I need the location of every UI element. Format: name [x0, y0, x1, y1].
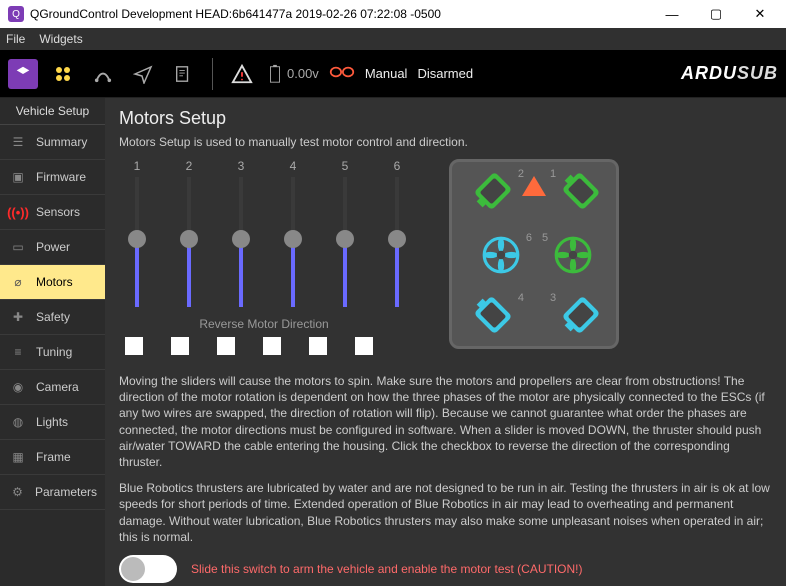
instructions-paragraph-1: Moving the sliders will cause the motors…	[119, 373, 772, 470]
send-icon[interactable]	[128, 59, 158, 89]
sidebar-item-label: Safety	[36, 310, 70, 324]
battery-indicator[interactable]: 0.00v	[267, 64, 319, 84]
thruster-3: 3	[560, 294, 602, 336]
arm-warning-text: Slide this switch to arm the vehicle and…	[191, 562, 583, 576]
toolbar: 0.00v Manual Disarmed ARDUSUB	[0, 50, 786, 98]
medkit-icon: ✚	[8, 309, 28, 325]
sidebar-item-label: Parameters	[35, 485, 97, 499]
notes-icon[interactable]	[168, 59, 198, 89]
close-button[interactable]: ✕	[738, 0, 782, 28]
sidebar-item-summary[interactable]: ☰ Summary	[0, 125, 105, 160]
menu-widgets[interactable]: Widgets	[39, 32, 82, 46]
sidebar-item-power[interactable]: ▭ Power	[0, 230, 105, 265]
thruster-2: 2	[472, 170, 514, 212]
motor-slider-5[interactable]: 5	[333, 159, 357, 307]
sidebar-item-label: Camera	[36, 380, 79, 394]
sidebar-item-label: Motors	[36, 275, 73, 289]
reverse-check-5[interactable]	[309, 337, 327, 355]
sidebar-item-label: Sensors	[36, 205, 80, 219]
sliders-icon: ≡	[8, 344, 28, 360]
minimize-button[interactable]: —	[650, 0, 694, 28]
thruster-1: 1	[560, 170, 602, 212]
sidebar: Vehicle Setup ☰ Summary ▣ Firmware ((•))…	[0, 98, 105, 586]
sidebar-item-firmware[interactable]: ▣ Firmware	[0, 160, 105, 195]
thruster-6: 6	[480, 234, 522, 276]
chip-icon: ▣	[8, 169, 28, 185]
sidebar-item-label: Firmware	[36, 170, 86, 184]
main-content: Motors Setup Motors Setup is used to man…	[105, 98, 786, 586]
app-icon: Q	[8, 6, 24, 22]
sidebar-item-label: Power	[36, 240, 70, 254]
forward-arrow-icon	[522, 176, 546, 196]
menu-file[interactable]: File	[6, 32, 25, 46]
page-subtitle: Motors Setup is used to manually test mo…	[119, 135, 772, 149]
radio-icon: ((•))	[8, 204, 28, 220]
brand-logo: ARDUSUB	[681, 63, 778, 84]
gears-icon: ⚙	[8, 484, 27, 500]
vehicle-link-icon[interactable]	[329, 62, 355, 85]
sidebar-item-frame[interactable]: ▦ Frame	[0, 440, 105, 475]
motor-sliders: 1 2 3 4 5 6	[119, 159, 409, 307]
motor-slider-6[interactable]: 6	[385, 159, 409, 307]
camera-icon: ◉	[8, 379, 28, 395]
warning-icon[interactable]	[227, 59, 257, 89]
arm-switch[interactable]	[119, 555, 177, 583]
sidebar-item-safety[interactable]: ✚ Safety	[0, 300, 105, 335]
motor-slider-3[interactable]: 3	[229, 159, 253, 307]
page-title: Motors Setup	[119, 108, 772, 129]
maximize-button[interactable]: ▢	[694, 0, 738, 28]
reverse-label: Reverse Motor Direction	[119, 317, 409, 331]
motor-icon: ⌀	[8, 274, 28, 290]
motor-layout-diagram: 1 2 3 456	[449, 159, 619, 349]
setup-view-icon[interactable]	[48, 59, 78, 89]
sidebar-header: Vehicle Setup	[0, 98, 105, 125]
fly-view-icon[interactable]	[8, 59, 38, 89]
sidebar-item-parameters[interactable]: ⚙ Parameters	[0, 475, 105, 510]
motor-slider-4[interactable]: 4	[281, 159, 305, 307]
sidebar-item-label: Frame	[36, 450, 71, 464]
reverse-check-1[interactable]	[125, 337, 143, 355]
sidebar-item-label: Lights	[36, 415, 68, 429]
reverse-checkboxes	[119, 337, 409, 355]
sidebar-item-motors[interactable]: ⌀ Motors	[0, 265, 105, 300]
toolbar-separator	[212, 58, 213, 90]
sidebar-item-lights[interactable]: ◍ Lights	[0, 405, 105, 440]
battery-voltage: 0.00v	[287, 66, 319, 81]
sidebar-item-sensors[interactable]: ((•)) Sensors	[0, 195, 105, 230]
menu-bar: File Widgets	[0, 28, 786, 50]
sidebar-item-tuning[interactable]: ≡ Tuning	[0, 335, 105, 370]
motor-slider-1[interactable]: 1	[125, 159, 149, 307]
armed-state[interactable]: Disarmed	[417, 66, 473, 81]
battery-icon: ▭	[8, 239, 28, 255]
sidebar-item-label: Tuning	[36, 345, 72, 359]
window-title: QGroundControl Development HEAD:6b641477…	[30, 7, 441, 21]
sidebar-item-camera[interactable]: ◉ Camera	[0, 370, 105, 405]
list-icon: ☰	[8, 134, 28, 150]
instructions-paragraph-2: Blue Robotics thrusters are lubricated b…	[119, 480, 772, 545]
sidebar-item-label: Summary	[36, 135, 87, 149]
thruster-5: 5	[552, 234, 594, 276]
reverse-check-6[interactable]	[355, 337, 373, 355]
reverse-check-4[interactable]	[263, 337, 281, 355]
flight-mode[interactable]: Manual	[365, 66, 408, 81]
motor-slider-2[interactable]: 2	[177, 159, 201, 307]
frame-icon: ▦	[8, 449, 28, 465]
window-titlebar: Q QGroundControl Development HEAD:6b6414…	[0, 0, 786, 28]
reverse-check-2[interactable]	[171, 337, 189, 355]
reverse-check-3[interactable]	[217, 337, 235, 355]
thruster-4: 4	[472, 294, 514, 336]
plan-view-icon[interactable]	[88, 59, 118, 89]
bulb-icon: ◍	[8, 414, 28, 430]
